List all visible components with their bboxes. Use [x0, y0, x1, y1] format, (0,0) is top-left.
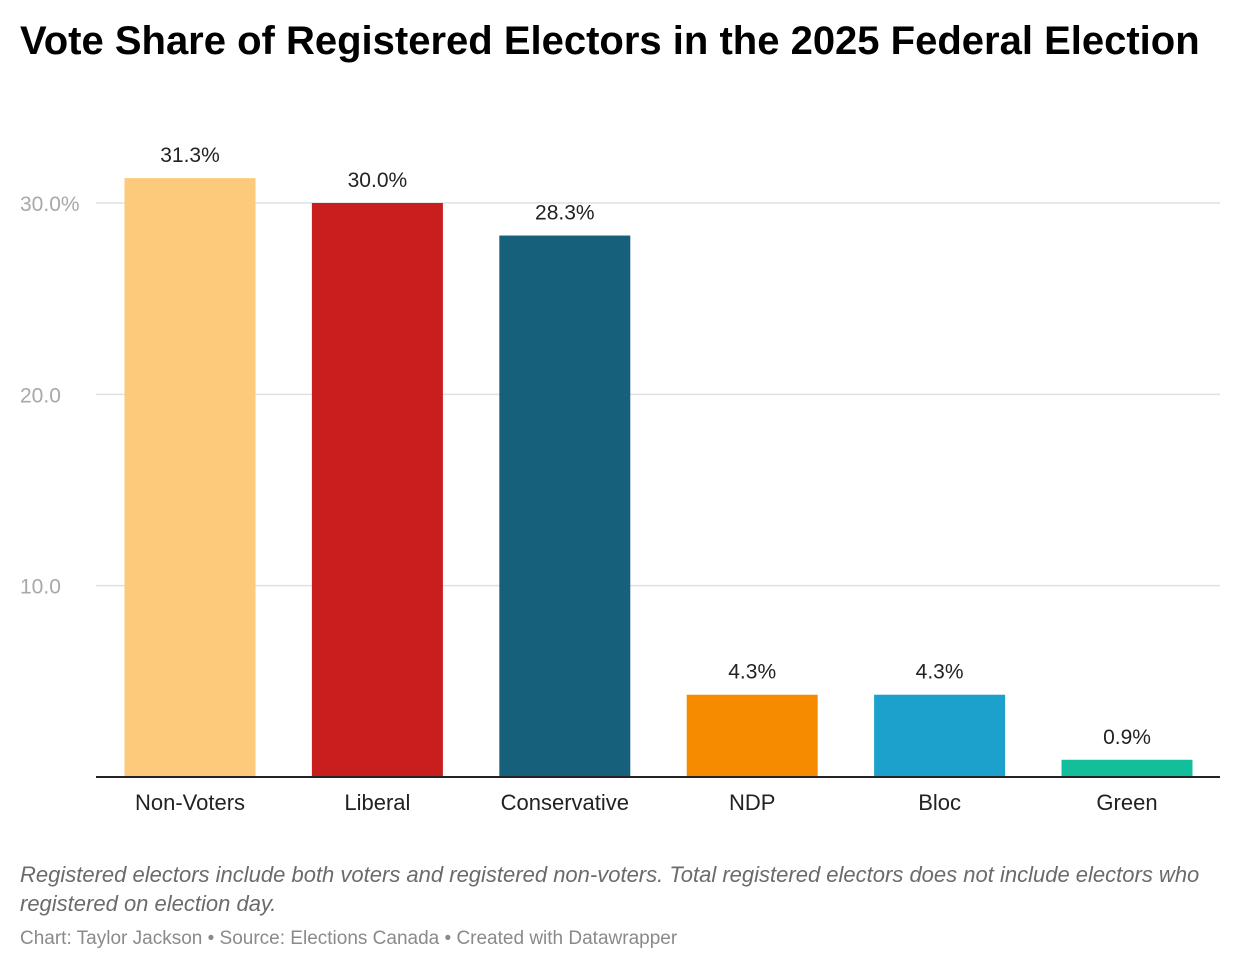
data-label: 30.0%: [348, 169, 408, 192]
chart-credit: Chart: Taylor Jackson • Source: Election…: [20, 928, 678, 949]
bar: [686, 694, 818, 777]
bar: [311, 203, 443, 777]
data-label: 31.3%: [160, 144, 220, 167]
x-tick-label: NDP: [729, 790, 775, 815]
x-tick-label: Liberal: [344, 790, 410, 815]
y-tick-label: 30.0%: [20, 193, 80, 216]
data-label: 4.3%: [728, 661, 776, 684]
y-tick-label: 10.0: [20, 576, 61, 599]
bar: [499, 235, 631, 777]
x-tick-label: Non-Voters: [135, 790, 245, 815]
gridlines: [96, 202, 1220, 587]
bar: [874, 694, 1006, 777]
data-label: 0.9%: [1103, 726, 1151, 749]
x-axis-ticks: Non-Voters Liberal Conservative NDP Bloc Gree…: [135, 790, 1158, 815]
bar: [1061, 759, 1193, 777]
data-labels: 31.3% 30.0% 28.3% 4.3% 4.3% 0.9%: [160, 144, 1151, 749]
data-label: 28.3%: [535, 202, 595, 225]
chart-notes: Registered electors include both voters …: [20, 862, 1200, 916]
x-tick-label: Green: [1096, 790, 1157, 815]
y-tick-label: 20.0: [20, 384, 61, 407]
chart-title: Vote Share of Registered Electors in the…: [20, 19, 1200, 63]
bars: [124, 178, 1193, 778]
bar: [124, 178, 256, 778]
x-tick-label: Bloc: [918, 790, 961, 815]
y-axis-ticks: 10.0 20.0 30.0%: [20, 193, 80, 599]
data-label: 4.3%: [916, 661, 964, 684]
x-tick-label: Conservative: [501, 790, 629, 815]
